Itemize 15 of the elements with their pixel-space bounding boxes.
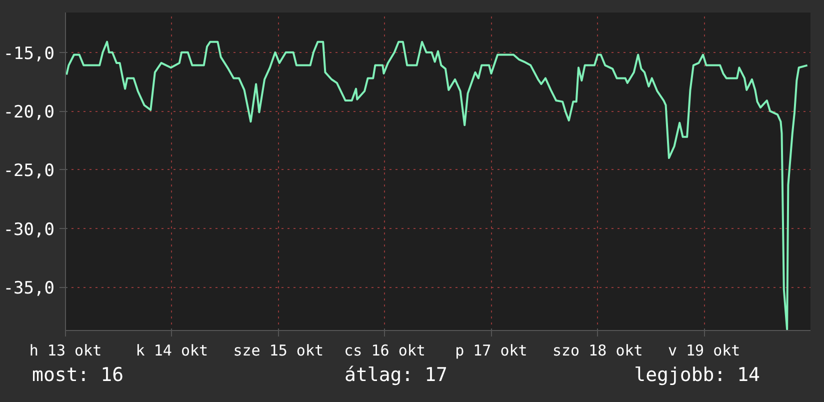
text: most: 16	[32, 363, 125, 388]
y-tick-label: -15,0	[3, 44, 55, 64]
x-tick-label: sze 15 okt	[233, 342, 324, 360]
x-tick-label: k 14 okt	[136, 342, 208, 360]
y-tick-label: -25,0	[3, 161, 55, 182]
x-tick-label: v 19 okt	[668, 342, 740, 360]
y-tick-label: -20,0	[3, 102, 55, 123]
x-tick-label: p 17 okt	[455, 342, 528, 360]
x-tick-label: h 13 okt	[29, 342, 102, 360]
y-tick-label: -35,0	[3, 278, 55, 299]
x-tick-label: szo 18 okt	[552, 342, 643, 360]
text: átlag: 17	[344, 363, 448, 388]
y-tick-label: -30,0	[3, 220, 55, 240]
text: legjobb: 14	[633, 363, 760, 388]
x-tick-label: cs 16 okt	[344, 342, 426, 360]
